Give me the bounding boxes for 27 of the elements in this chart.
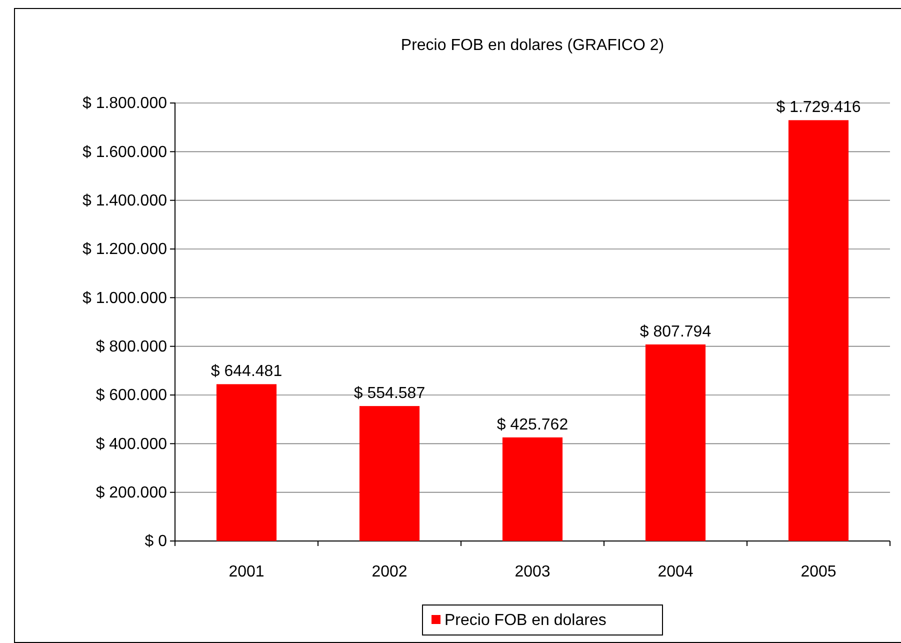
y-tick-label: $ 800.000 xyxy=(96,338,168,356)
data-label: $ 425.762 xyxy=(496,416,568,434)
data-label: $ 644.481 xyxy=(210,363,282,380)
y-tick-label: $ 1.400.000 xyxy=(82,192,168,210)
x-tick-label: 2002 xyxy=(372,563,408,580)
y-tick-label: $ 0 xyxy=(144,533,168,550)
y-tick-label: $ 600.000 xyxy=(96,387,168,404)
bar xyxy=(359,406,420,541)
x-tick-label: 2001 xyxy=(228,563,264,580)
x-tick-label: 2004 xyxy=(658,563,694,580)
bar xyxy=(788,120,849,541)
x-tick-label: 2003 xyxy=(514,563,550,580)
y-tick-label: $ 1.800.000 xyxy=(82,95,168,112)
x-tick-label: 2005 xyxy=(800,563,836,580)
bar xyxy=(502,437,563,541)
chart-title: Precio FOB en dolares (GRAFICO 2) xyxy=(400,37,664,54)
data-label: $ 1.729.416 xyxy=(776,99,861,116)
y-tick-label: $ 200.000 xyxy=(96,484,168,502)
bar xyxy=(216,384,277,541)
data-label: $ 554.587 xyxy=(354,385,426,402)
y-tick-label: $ 400.000 xyxy=(96,436,168,453)
bar xyxy=(645,344,706,541)
y-tick-label: $ 1.600.000 xyxy=(82,144,168,161)
y-tick-label: $ 1.200.000 xyxy=(82,241,168,258)
data-label: $ 807.794 xyxy=(640,323,712,340)
legend-label: Precio FOB en dolares xyxy=(444,612,606,629)
y-tick-label: $ 1.000.000 xyxy=(82,290,168,307)
